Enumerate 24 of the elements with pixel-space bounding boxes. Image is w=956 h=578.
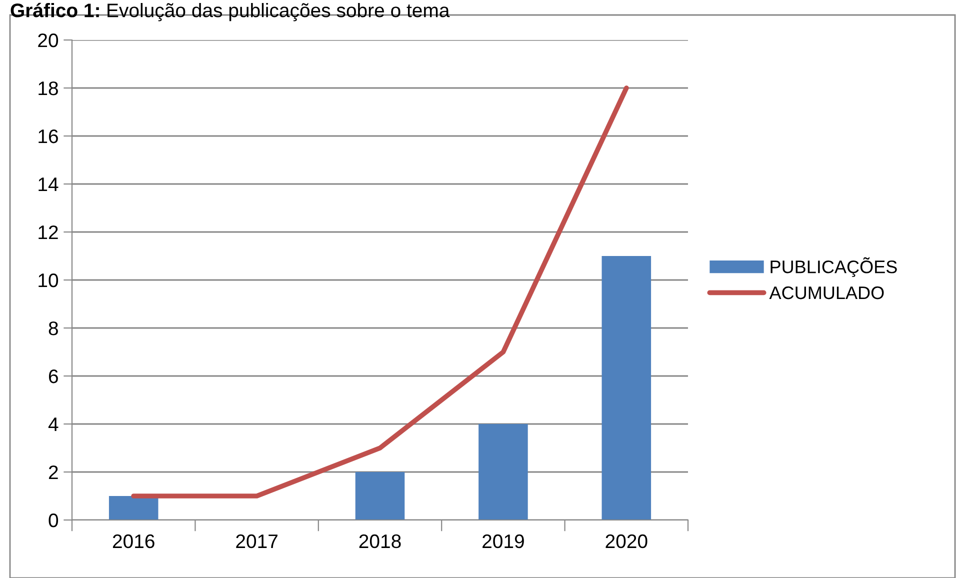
bar	[602, 256, 652, 520]
x-tick-label: 2020	[606, 534, 648, 548]
y-tick-label: 8	[48, 321, 58, 336]
y-tick-label: 14	[38, 178, 58, 192]
y-tick-label: 18	[38, 81, 58, 96]
bar	[108, 496, 158, 520]
y-tick-label: 4	[48, 418, 58, 432]
y-tick-label: 0	[48, 513, 58, 528]
line-series	[131, 86, 629, 498]
legend-label: PUBLICAÇÕES	[770, 257, 897, 277]
y-tick-label: 10	[38, 273, 58, 288]
legend-label: ACUMULADO	[769, 286, 884, 300]
x-tick-label: 2019	[482, 534, 524, 548]
x-tick-label: 2017	[236, 534, 278, 548]
chart-title: Gráfico 1: Evolução das publicações sobre o tema	[10, 2, 450, 22]
y-tick-label: 12	[38, 225, 58, 240]
x-tick-label: 2016	[112, 534, 154, 548]
y-tick-label: 20	[38, 33, 58, 48]
bar	[355, 472, 405, 520]
y-tick-label: 2	[48, 465, 58, 480]
bar	[478, 424, 528, 520]
y-tick-label: 16	[38, 129, 58, 144]
y-tick-label: 6	[48, 369, 58, 384]
x-tick-label: 2018	[359, 534, 401, 548]
